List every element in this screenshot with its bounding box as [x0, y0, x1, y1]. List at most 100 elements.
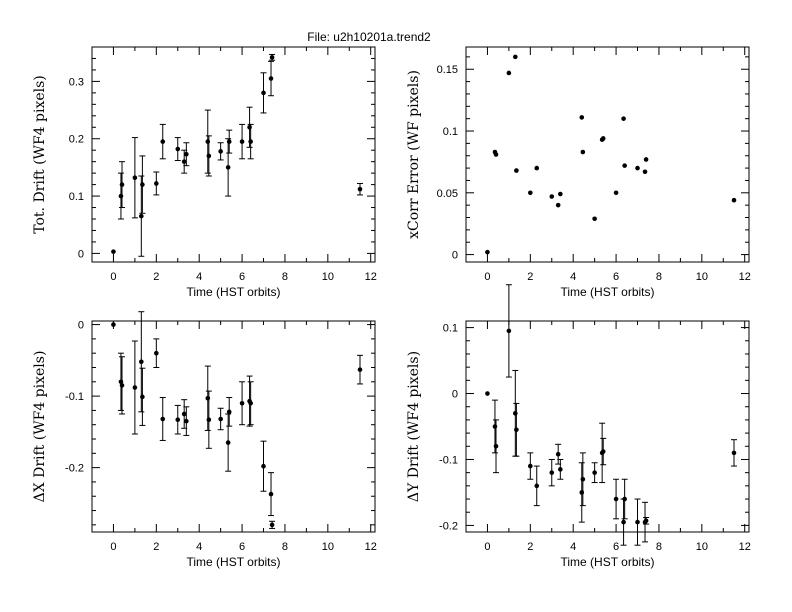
figure-title: File: u2h10201a.trend2 — [307, 30, 431, 44]
x-tick-label: 10 — [322, 541, 334, 553]
data-point — [506, 70, 512, 76]
data-point — [579, 115, 585, 120]
x-tick-label: 2 — [527, 541, 533, 553]
data-point — [485, 249, 490, 255]
data-point — [261, 90, 266, 96]
data-point — [248, 400, 253, 406]
data-point — [592, 216, 597, 222]
data-point — [549, 194, 555, 199]
data-point — [205, 395, 211, 401]
x-tick-label: 2 — [153, 271, 159, 283]
y-tick-label: 0.15 — [437, 64, 458, 76]
data-point — [160, 139, 166, 144]
x-tick-label: 10 — [696, 541, 708, 553]
x-tick-label: 2 — [153, 541, 159, 553]
data-point — [622, 496, 627, 502]
data-point — [635, 519, 640, 525]
data-point — [111, 249, 116, 254]
data-point — [528, 463, 533, 469]
data-point — [555, 202, 561, 208]
x-tick-label: 6 — [239, 271, 245, 283]
y-tick-label: -0.2 — [65, 463, 84, 475]
panel-bottom-right: 0 2 4 6 8 10 12 0.1 0 -0.1 -0.2 Time (HST orbits) ΔY… — [406, 284, 751, 569]
data-point — [154, 350, 159, 356]
y-tick-label: 0.1 — [443, 126, 458, 138]
data-point — [140, 182, 145, 187]
panel-bottom-left: 0 2 4 6 8 10 12 0 -0.1 -0.2 Time (HST orbits) ΔX Dr… — [32, 311, 377, 569]
x-tick-label: 2 — [527, 271, 533, 283]
data-point — [239, 139, 245, 144]
data-point — [357, 186, 363, 192]
data-point — [269, 55, 275, 60]
data-point — [493, 443, 499, 449]
data-point — [506, 328, 512, 334]
data-point — [119, 383, 125, 388]
data-point — [139, 359, 144, 365]
data-point — [226, 409, 232, 415]
data-point — [592, 470, 597, 475]
y-tick-label: 0.05 — [437, 188, 458, 200]
x-tick-label: 0 — [110, 541, 116, 553]
x-tick-label: 12 — [365, 541, 377, 553]
plot-frame — [91, 46, 376, 263]
data-point — [514, 427, 519, 433]
data-point — [613, 190, 619, 196]
panels: 0 2 4 6 8 10 12 0 0.1 0.2 0.3 Time (HST orbits) Tot.… — [32, 46, 751, 569]
data-point — [139, 213, 144, 219]
y-tick-label: -0.1 — [439, 454, 458, 466]
data-point — [534, 165, 540, 171]
x-tick-label: 12 — [365, 271, 377, 283]
x-tick-label: 10 — [322, 271, 334, 283]
data-point — [181, 411, 187, 417]
y-axis-label: ΔY Drift (WF4 pixels) — [406, 351, 422, 502]
data-point — [621, 116, 626, 121]
x-tick-label: 6 — [613, 541, 619, 553]
y-axis-label: xCorr Error (WF pixels) — [406, 70, 422, 239]
data-point — [600, 136, 606, 141]
x-axis-label: Time (HST orbits) — [186, 555, 280, 569]
y-tick-label: -0.2 — [439, 520, 458, 532]
data-point — [600, 449, 606, 454]
data-point — [239, 400, 245, 406]
data-point — [247, 124, 252, 130]
y-tick-label: 0.2 — [69, 134, 84, 146]
x-tick-label: 12 — [739, 271, 751, 283]
y-tick-label: -0.1 — [65, 391, 84, 403]
data-point — [269, 522, 275, 528]
data-point — [621, 519, 626, 525]
data-point — [218, 416, 223, 422]
x-tick-label: 0 — [484, 271, 490, 283]
y-tick-label: 0.1 — [443, 323, 458, 335]
data-point — [642, 169, 648, 175]
data-point — [248, 139, 253, 144]
x-tick-label: 4 — [196, 541, 202, 553]
plot-frame — [465, 46, 750, 263]
data-point — [206, 417, 212, 423]
x-axis-label: Time (HST orbits) — [560, 555, 654, 569]
data-point — [485, 391, 490, 396]
y-tick-label: 0 — [78, 248, 84, 260]
x-tick-label: 4 — [570, 271, 576, 283]
y-tick-label: 0 — [78, 320, 84, 332]
data-point — [184, 151, 189, 157]
data-point — [132, 175, 138, 181]
data-point — [555, 451, 561, 457]
x-tick-label: 0 — [484, 541, 490, 553]
x-axis-label: Time (HST orbits) — [186, 285, 280, 299]
x-tick-label: 4 — [196, 271, 202, 283]
data-point — [225, 440, 231, 445]
data-point — [528, 190, 533, 196]
x-tick-label: 8 — [282, 271, 288, 283]
data-point — [643, 518, 649, 524]
data-point — [613, 496, 619, 502]
x-tick-label: 6 — [239, 541, 245, 553]
data-point — [534, 483, 540, 489]
y-axis-label: Tot. Drift (WF4 pixels) — [32, 75, 48, 234]
data-point — [225, 165, 231, 170]
x-tick-label: 10 — [696, 271, 708, 283]
data-point — [622, 163, 627, 168]
data-point — [357, 367, 363, 372]
data-point — [119, 182, 125, 187]
data-point — [549, 470, 555, 475]
